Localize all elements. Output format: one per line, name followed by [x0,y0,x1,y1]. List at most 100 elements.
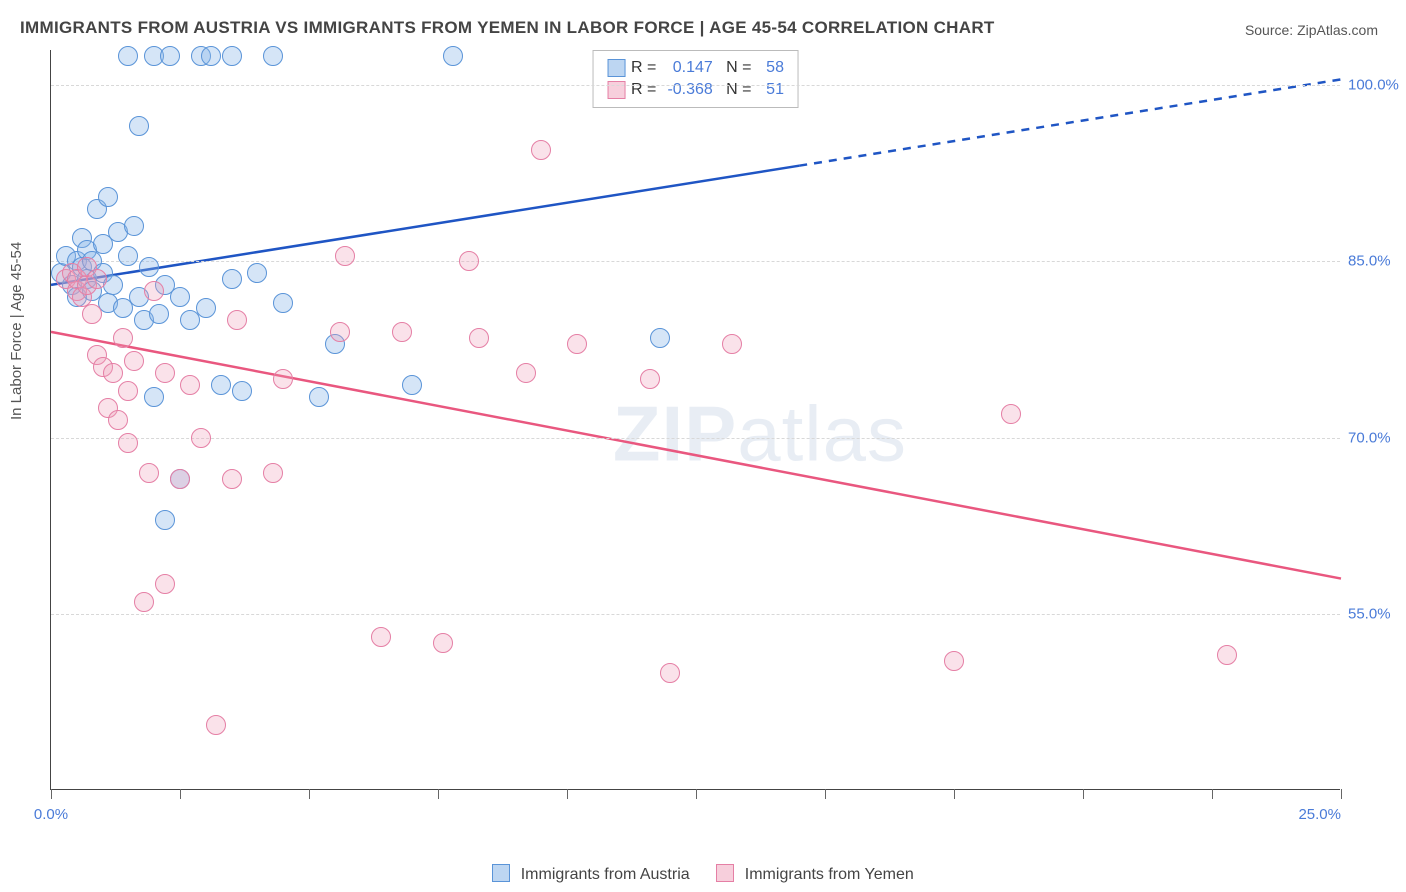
data-point-yemen [134,592,154,612]
data-point-austria [650,328,670,348]
data-point-austria [232,381,252,401]
data-point-yemen [191,428,211,448]
data-point-yemen [1217,645,1237,665]
data-point-austria [247,263,267,283]
r-value-yemen: -0.368 [661,81,713,99]
data-point-yemen [206,715,226,735]
x-tick-mark [696,789,697,799]
data-point-austria [309,387,329,407]
n-value-austria: 58 [756,59,784,77]
data-point-austria [402,375,422,395]
data-point-austria [222,46,242,66]
data-point-yemen [371,627,391,647]
data-point-yemen [118,433,138,453]
gridline-horizontal [51,438,1340,439]
x-tick-mark [825,789,826,799]
data-point-yemen [180,375,200,395]
x-tick-label: 0.0% [34,806,68,823]
data-point-austria [196,298,216,318]
x-tick-mark [1212,789,1213,799]
data-point-yemen [392,322,412,342]
trendline-yemen [51,332,1341,579]
bottom-legend: Immigrants from Austria Immigrants from … [0,864,1406,884]
data-point-yemen [118,381,138,401]
n-label: N = [726,81,751,99]
data-point-yemen [567,334,587,354]
trend-lines-layer [51,50,1340,789]
data-point-yemen [263,463,283,483]
data-point-yemen [155,363,175,383]
swatch-pink-icon [607,81,625,99]
r-label: R = [631,59,656,77]
data-point-yemen [82,304,102,324]
n-label: N = [726,59,751,77]
n-value-yemen: 51 [756,81,784,99]
chart-title: IMMIGRANTS FROM AUSTRIA VS IMMIGRANTS FR… [20,18,995,38]
data-point-austria [160,46,180,66]
data-point-austria [155,510,175,530]
data-point-yemen [227,310,247,330]
x-tick-mark [1083,789,1084,799]
gridline-horizontal [51,261,1340,262]
x-tick-mark [309,789,310,799]
stats-legend-box: R = 0.147 N = 58 R = -0.368 N = 51 [592,50,799,108]
data-point-yemen [459,251,479,271]
data-point-yemen [155,574,175,594]
data-point-austria [118,246,138,266]
data-point-yemen [124,351,144,371]
data-point-yemen [103,363,123,383]
data-point-austria [98,187,118,207]
data-point-yemen [469,328,489,348]
gridline-horizontal [51,614,1340,615]
data-point-yemen [113,328,133,348]
x-tick-mark [438,789,439,799]
data-point-yemen [170,469,190,489]
x-tick-mark [954,789,955,799]
data-point-austria [129,116,149,136]
legend-label-yemen: Immigrants from Yemen [745,866,914,883]
legend-label-austria: Immigrants from Austria [521,866,690,883]
data-point-austria [263,46,283,66]
source-attribution: Source: ZipAtlas.com [1245,22,1378,38]
gridline-horizontal [51,85,1340,86]
data-point-yemen [108,410,128,430]
data-point-austria [118,46,138,66]
y-tick-label: 85.0% [1348,253,1404,270]
data-point-yemen [944,651,964,671]
swatch-blue-icon [607,59,625,77]
x-tick-mark [180,789,181,799]
data-point-yemen [722,334,742,354]
y-tick-label: 55.0% [1348,605,1404,622]
r-value-austria: 0.147 [661,59,713,77]
data-point-yemen [1001,404,1021,424]
stats-row-austria: R = 0.147 N = 58 [607,57,784,79]
data-point-austria [273,293,293,313]
data-point-yemen [139,463,159,483]
plot-area: ZIPatlas R = 0.147 N = 58 R = -0.368 N =… [50,50,1340,790]
data-point-austria [170,287,190,307]
y-axis-label: In Labor Force | Age 45-54 [8,242,25,420]
data-point-yemen [144,281,164,301]
trendline-austria [51,166,799,285]
swatch-pink-icon [716,864,734,882]
data-point-austria [124,216,144,236]
x-tick-mark [1341,789,1342,799]
data-point-yemen [330,322,350,342]
data-point-yemen [87,269,107,289]
data-point-yemen [273,369,293,389]
y-tick-label: 70.0% [1348,429,1404,446]
r-label: R = [631,81,656,99]
x-tick-mark [567,789,568,799]
data-point-austria [201,46,221,66]
data-point-yemen [222,469,242,489]
data-point-austria [211,375,231,395]
y-tick-label: 100.0% [1348,77,1404,94]
data-point-austria [149,304,169,324]
swatch-blue-icon [492,864,510,882]
data-point-austria [139,257,159,277]
data-point-austria [144,387,164,407]
data-point-yemen [433,633,453,653]
data-point-yemen [516,363,536,383]
stats-row-yemen: R = -0.368 N = 51 [607,79,784,101]
data-point-austria [222,269,242,289]
